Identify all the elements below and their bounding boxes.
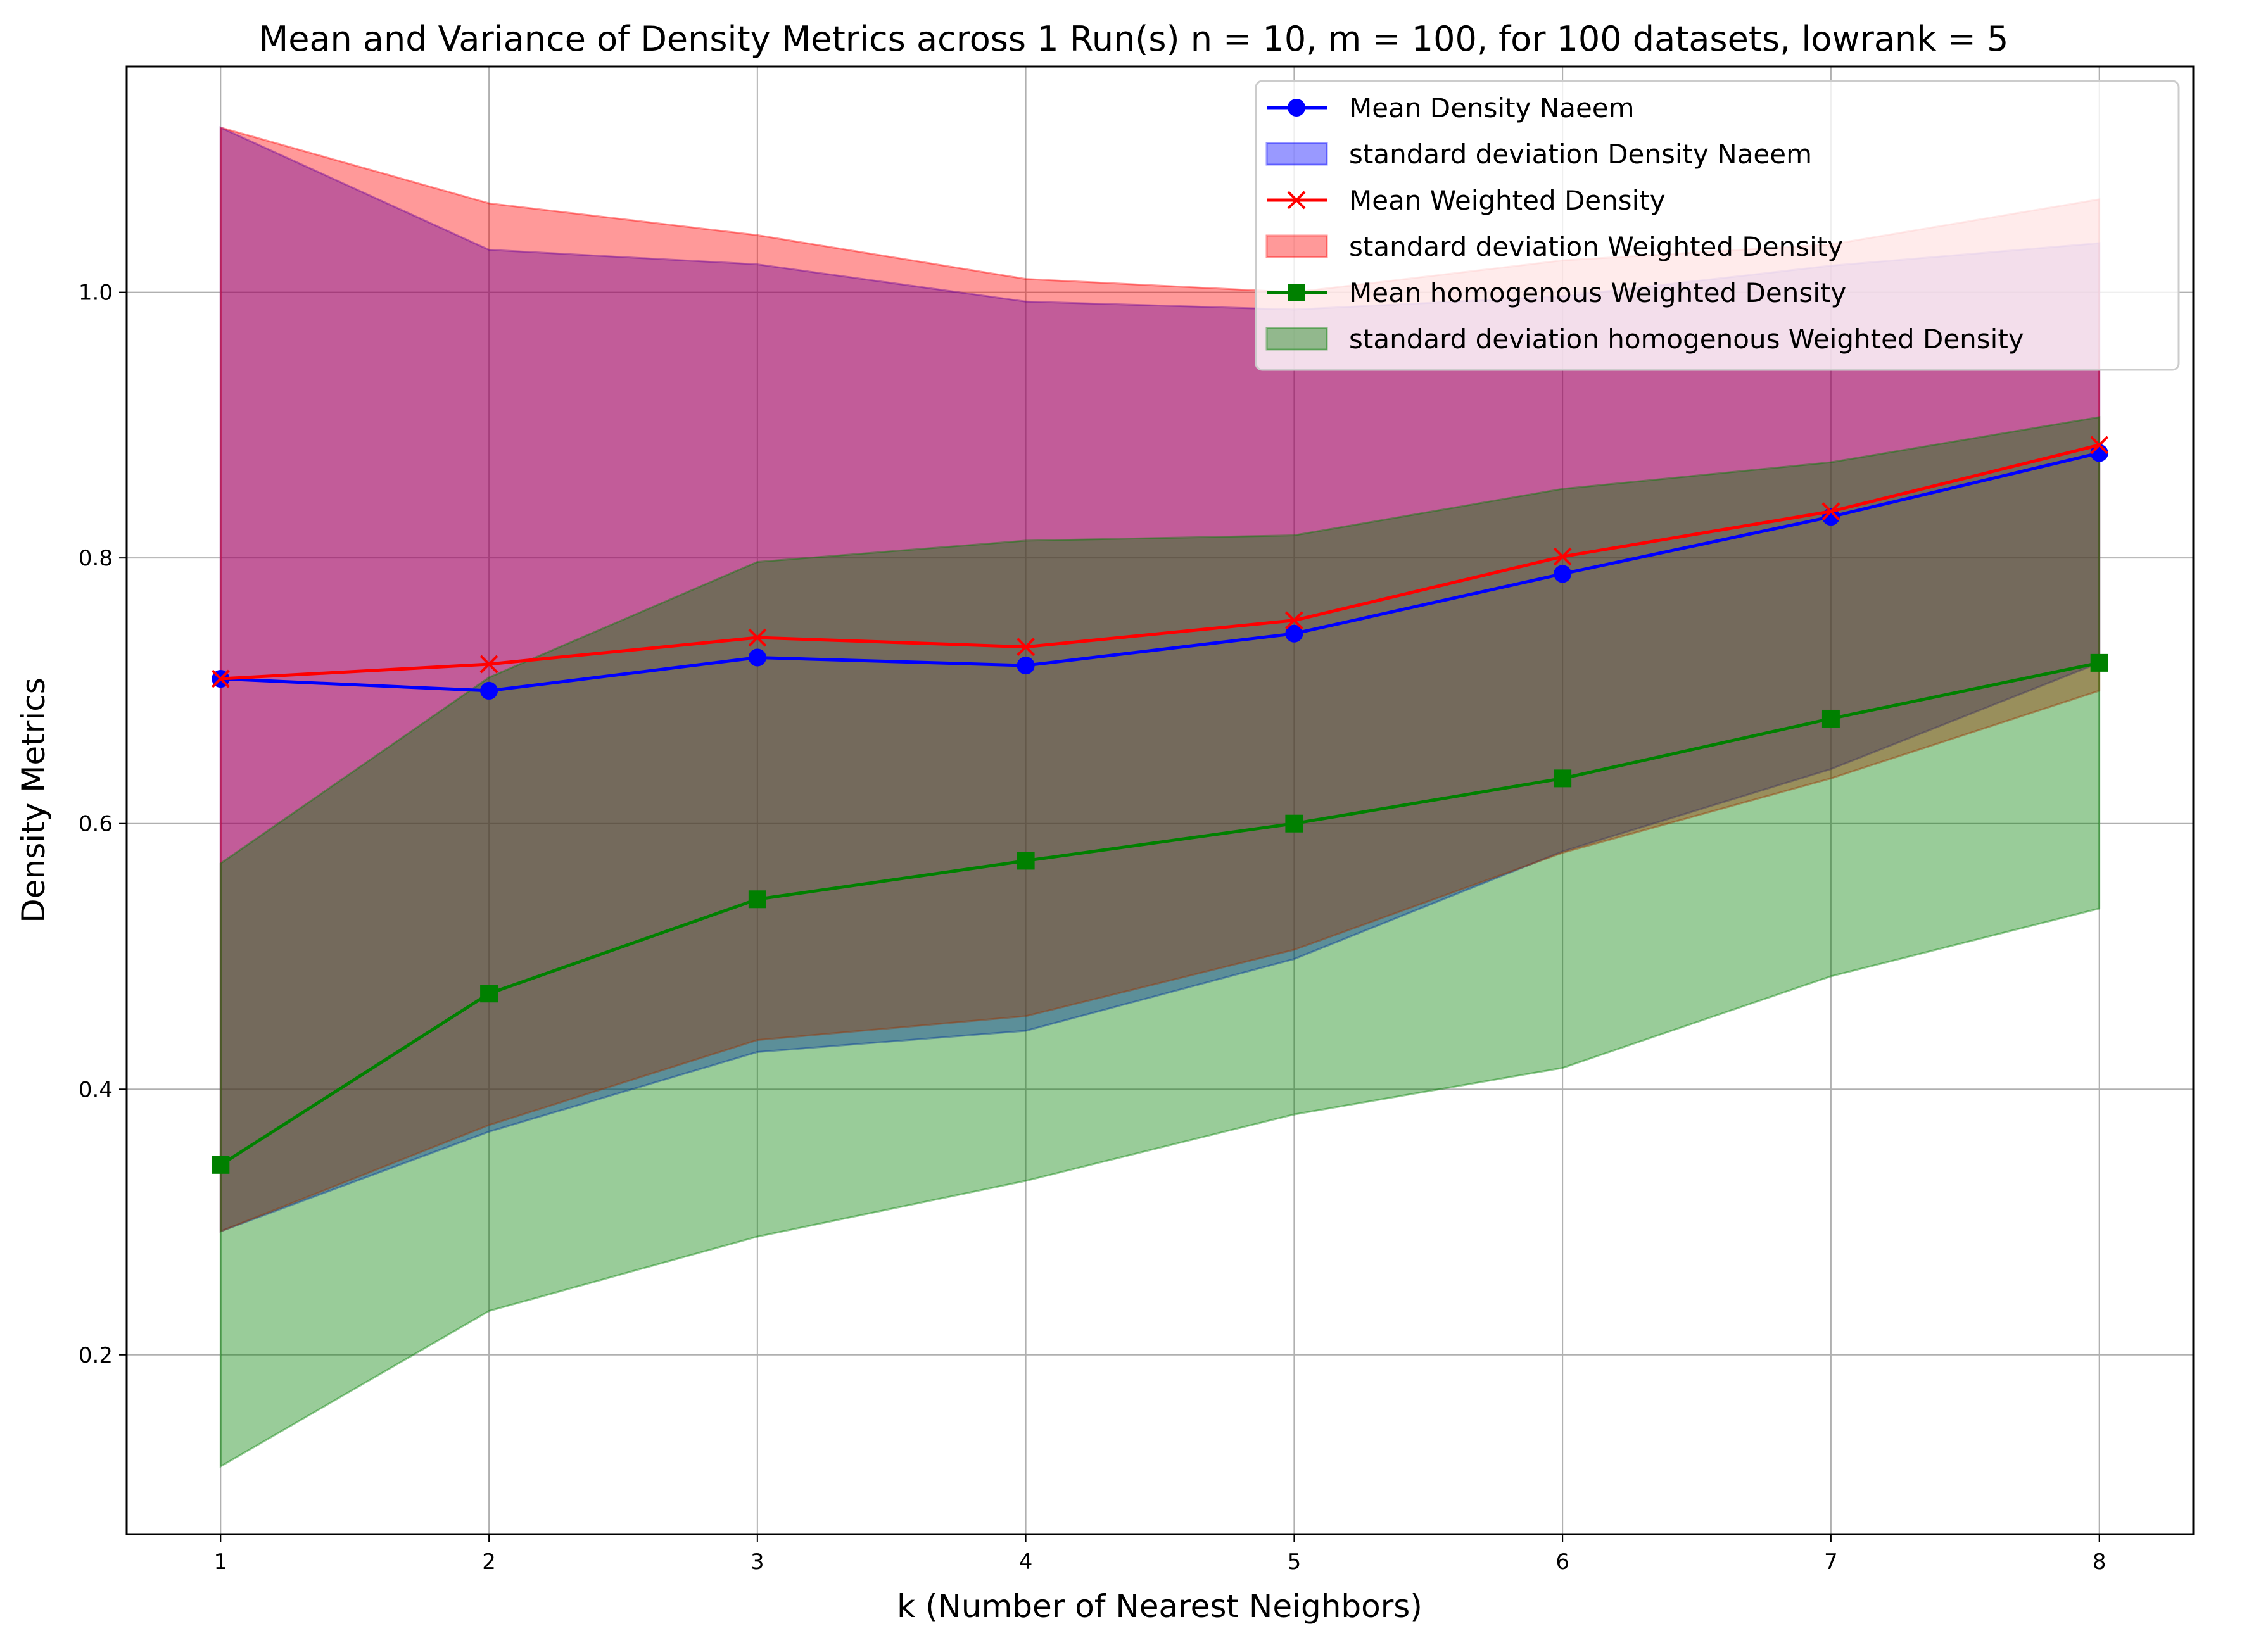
marker-circle: [748, 648, 766, 667]
series-polyline: [219, 443, 2101, 681]
legend-label: standard deviation Density Naeem: [1349, 139, 1812, 170]
legend-item: standard deviation Density Naeem: [1265, 139, 1812, 170]
marker-x: [211, 669, 230, 688]
x-tick-label: 6: [1555, 1549, 1569, 1575]
marker-x: [2090, 436, 2109, 455]
series-line: [212, 444, 2108, 700]
marker-square: [1288, 284, 1305, 301]
marker-square: [1554, 769, 1572, 788]
legend: Mean Density Naeem standard deviation Den…: [1255, 80, 2180, 371]
legend-item: Mean Weighted Density: [1267, 185, 1666, 216]
marker-square: [1285, 814, 1303, 833]
marker-x-stroke: [211, 669, 230, 688]
series-line: [212, 653, 2108, 1174]
legend-patch-swatch: [1265, 142, 1328, 166]
x-tick-label: 2: [482, 1549, 496, 1575]
y-axis-label: Density Metrics: [15, 677, 52, 923]
legend-item: Mean homogenous Weighted Density: [1267, 277, 1846, 308]
marker-circle: [1554, 565, 1572, 583]
x-tick-label: 7: [1824, 1549, 1838, 1575]
legend-box: [1255, 80, 2180, 371]
marker-circle: [1288, 99, 1305, 117]
marker-x: [1284, 611, 1303, 630]
x-tick-label: 1: [213, 1549, 227, 1575]
marker-x-stroke: [1017, 638, 1036, 657]
marker-x-stroke: [1287, 191, 1306, 210]
legend-label: standard deviation homogenous Weighted D…: [1349, 324, 2024, 355]
x-tick-label: 5: [1288, 1549, 1302, 1575]
y-tick-label: 0.2: [79, 1343, 113, 1368]
legend-label: Mean Density Naeem: [1349, 92, 1635, 123]
x-axis-label: k (Number of Nearest Neighbors): [897, 1588, 1422, 1625]
legend-label: Mean homogenous Weighted Density: [1349, 277, 1846, 308]
marker-square: [212, 1156, 230, 1174]
marker-square: [748, 890, 766, 909]
y-axis-ticks: 0.2 0.4 0.6 0.8 1.0: [79, 280, 127, 1368]
legend-label: Mean Weighted Density: [1349, 185, 1666, 216]
mean-lines: [211, 436, 2109, 1174]
y-tick-label: 1.0: [79, 280, 113, 306]
legend-patch-swatch: [1265, 327, 1328, 351]
x-tick-label: 3: [751, 1549, 764, 1575]
marker-square: [480, 985, 498, 1003]
marker-circle: [1017, 657, 1035, 675]
x-tick-label: 4: [1019, 1549, 1033, 1575]
series-polyline: [219, 661, 2101, 1167]
marker-x-stroke: [1284, 611, 1303, 630]
marker-x-stroke: [1821, 502, 1840, 521]
std-bands: [219, 126, 2101, 1468]
std-band: [219, 416, 2101, 1468]
chart-title: Mean and Variance of Density Metrics acr…: [259, 19, 2009, 59]
marker-x: [1821, 502, 1840, 521]
series-line: [211, 436, 2109, 688]
y-tick-label: 0.8: [79, 546, 113, 571]
legend-item: Mean Density Naeem: [1267, 92, 1635, 123]
series-polyline: [219, 451, 2101, 693]
marker-x-stroke: [479, 655, 498, 674]
marker-square: [1017, 852, 1035, 870]
legend-item: standard deviation Weighted Density: [1265, 231, 1843, 262]
std-band: [219, 126, 2101, 1233]
x-tick-label: 8: [2093, 1549, 2106, 1575]
marker-x-stroke: [2090, 436, 2109, 455]
legend-patch-swatch: [1265, 234, 1328, 258]
marker-circle: [1285, 624, 1303, 643]
marker-square: [1821, 709, 1840, 728]
marker-x: [1553, 547, 1572, 566]
plot-frame: [125, 65, 2195, 1535]
x-axis-ticks: 1 2 3 4 5 6 7 8: [213, 1534, 2106, 1575]
marker-x: [1287, 191, 1306, 210]
marker-x: [1017, 638, 1036, 657]
y-tick-label: 0.4: [79, 1077, 113, 1102]
marker-x-stroke: [748, 628, 767, 647]
y-tick-label: 0.6: [79, 812, 113, 837]
legend-label: standard deviation Weighted Density: [1349, 231, 1843, 262]
marker-square: [2090, 653, 2108, 672]
legend-item: standard deviation homogenous Weighted D…: [1265, 324, 2024, 355]
marker-x: [748, 628, 767, 647]
marker-circle: [480, 681, 498, 700]
marker-x: [479, 655, 498, 674]
marker-x-stroke: [1553, 547, 1572, 566]
